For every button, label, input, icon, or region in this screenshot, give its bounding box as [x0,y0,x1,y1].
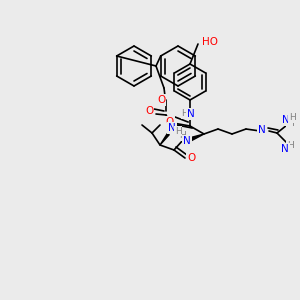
Text: O: O [145,106,153,116]
Text: O: O [166,117,174,127]
Text: H: H [289,113,296,122]
Text: N: N [183,136,191,146]
Text: H: H [180,131,186,140]
Text: N: N [258,125,266,135]
Text: N: N [281,144,289,154]
Text: N: N [282,115,290,125]
Text: H: H [175,127,182,136]
Text: O: O [157,95,165,105]
Text: H: H [286,119,293,128]
Text: H: H [286,140,293,149]
Text: H: H [182,110,188,118]
Polygon shape [189,134,204,142]
Polygon shape [160,131,169,145]
Text: N: N [168,123,176,133]
Text: N: N [187,109,195,119]
Text: HO: HO [202,37,218,47]
Text: O: O [187,153,195,163]
